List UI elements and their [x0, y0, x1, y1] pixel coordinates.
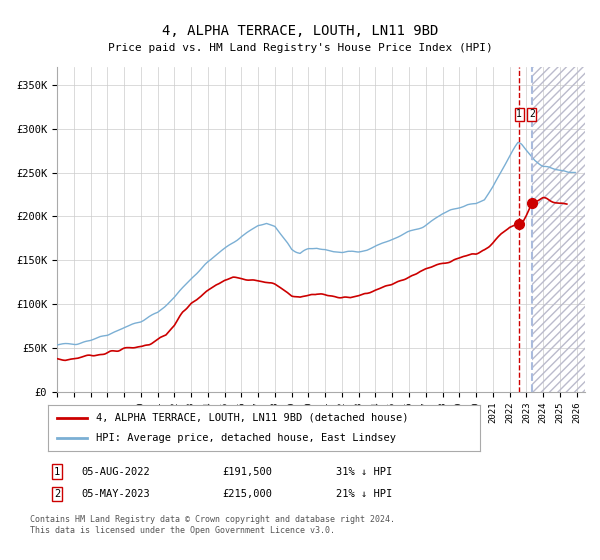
Text: 4, ALPHA TERRACE, LOUTH, LN11 9BD (detached house): 4, ALPHA TERRACE, LOUTH, LN11 9BD (detac…: [95, 413, 408, 423]
Text: 2: 2: [529, 109, 535, 119]
Text: 21% ↓ HPI: 21% ↓ HPI: [336, 489, 392, 499]
Text: 1: 1: [517, 109, 522, 119]
Text: £215,000: £215,000: [222, 489, 272, 499]
Text: 31% ↓ HPI: 31% ↓ HPI: [336, 466, 392, 477]
Text: £191,500: £191,500: [222, 466, 272, 477]
Text: Price paid vs. HM Land Registry's House Price Index (HPI): Price paid vs. HM Land Registry's House …: [107, 43, 493, 53]
Text: 2: 2: [54, 489, 60, 499]
Bar: [532, 67, 585, 392]
Text: Contains HM Land Registry data © Crown copyright and database right 2024.
This d: Contains HM Land Registry data © Crown c…: [30, 515, 395, 535]
Bar: [532, 67, 585, 392]
Text: 05-AUG-2022: 05-AUG-2022: [81, 466, 150, 477]
Text: 05-MAY-2023: 05-MAY-2023: [81, 489, 150, 499]
Text: 4, ALPHA TERRACE, LOUTH, LN11 9BD: 4, ALPHA TERRACE, LOUTH, LN11 9BD: [162, 24, 438, 38]
Text: HPI: Average price, detached house, East Lindsey: HPI: Average price, detached house, East…: [95, 433, 395, 443]
Text: 1: 1: [54, 466, 60, 477]
